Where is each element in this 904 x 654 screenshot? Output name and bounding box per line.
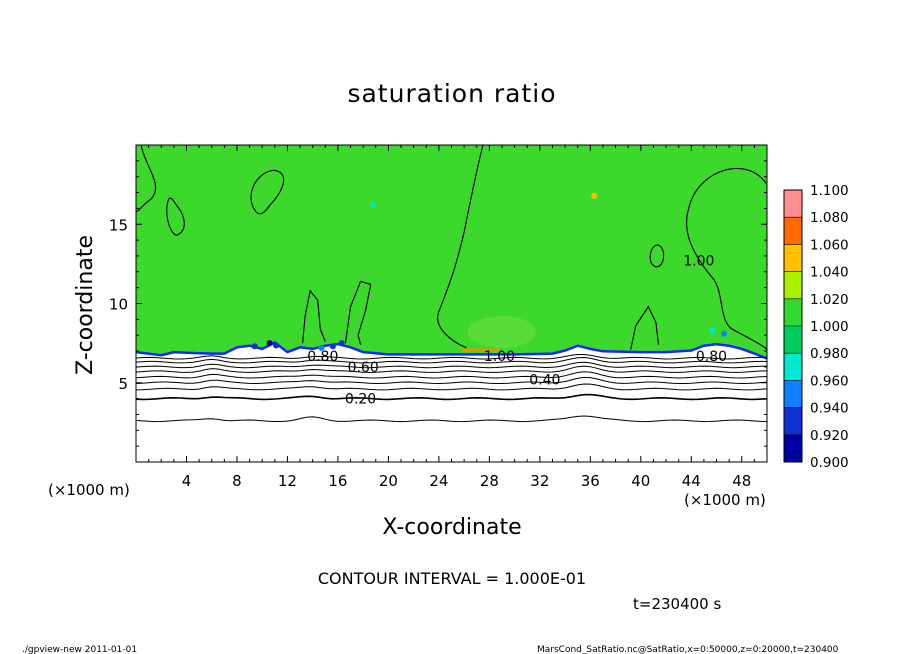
colorbar-label: 1.040: [810, 265, 849, 281]
contour-label: 0.60: [348, 360, 379, 376]
colorbar-segment: [784, 271, 802, 299]
colorbar-label: 1.020: [810, 292, 849, 308]
contour-label: 1.00: [484, 349, 515, 365]
footer-left: ./gpview-new 2011-01-01: [22, 645, 137, 654]
x-tick-label: 44: [682, 472, 701, 490]
x-tick-label: 12: [278, 472, 297, 490]
x-tick-label: 32: [530, 472, 549, 490]
value-spot: [251, 343, 258, 350]
colorbar-segment: [784, 326, 802, 354]
value-spot: [709, 327, 716, 334]
contour-line: [135, 356, 768, 364]
value-spot: [329, 343, 336, 350]
y-tick-label: 15: [109, 216, 128, 234]
contour-line: [135, 415, 768, 423]
x-tick-label: 28: [480, 472, 499, 490]
x-tick-label: 16: [328, 472, 347, 490]
contour-interval-text: CONTOUR INTERVAL = 1.000E-01: [318, 569, 586, 588]
contour-label: 0.20: [345, 392, 376, 408]
contour-line: [302, 289, 326, 344]
colorbar-label: 0.960: [810, 373, 849, 389]
x-tick-label: 24: [429, 472, 448, 490]
colorbar-segment: [784, 244, 802, 272]
colorbar-segment: [784, 298, 802, 326]
value-spot: [266, 340, 273, 347]
contour-line: [135, 371, 768, 379]
contour-line: [630, 305, 660, 350]
colorbar-segment: [784, 353, 802, 381]
y-tick-label: 5: [118, 375, 128, 393]
contour-label: 1.00: [683, 254, 714, 270]
colorbar-segment: [784, 434, 802, 462]
colorbar-segment: [784, 380, 802, 408]
supersaturated-strip: [461, 348, 500, 352]
colorbar-label: 0.940: [810, 401, 849, 417]
saturation-edge: [135, 341, 768, 360]
colorbar-segment: [784, 190, 802, 218]
x-unit-label: (×1000 m): [48, 481, 130, 499]
value-spot: [318, 344, 325, 351]
value-spot: [273, 342, 280, 349]
contour-line: [437, 144, 484, 349]
x-tick-label: 36: [581, 472, 600, 490]
contour-label: 0.80: [696, 349, 727, 365]
x-tick-label: 4: [182, 472, 192, 490]
colorbar-segment: [784, 217, 802, 245]
contour-line: [135, 383, 768, 391]
x-tick-label: 40: [631, 472, 650, 490]
contour-line: [344, 280, 372, 345]
value-spot: [591, 192, 598, 199]
value-spot: [721, 330, 728, 337]
x-unit-label-right: (×1000 m): [684, 491, 766, 509]
chart-title: saturation ratio: [347, 79, 556, 108]
colorbar-label: 1.100: [810, 183, 849, 199]
x-tick-label: 48: [732, 472, 751, 490]
contour-line: [166, 197, 185, 236]
colorbar: 1.100 1.080 1.060 1.040 1.020 1.000 0.980 0.960…: [783, 183, 849, 471]
contour-line: [135, 361, 768, 369]
contour-line: [135, 376, 768, 385]
contour-label: 0.80: [307, 349, 338, 365]
plot-area: 0.200.400.600.80 1.00 0.801.004 8 12 16 20 24 28…: [109, 144, 768, 490]
supersaturated-patch: [467, 316, 536, 349]
x-axis-label: X-coordinate: [382, 515, 521, 540]
contour-line: [250, 169, 285, 215]
x-tick-label: 8: [232, 472, 242, 490]
subsaturated-region: [136, 341, 767, 462]
footer-right: MarsCond_SatRatio.nc@SatRatio,x=0:50000,…: [537, 645, 839, 654]
colorbar-label: 1.000: [810, 319, 849, 335]
contour-line: [685, 168, 768, 350]
colorbar-label: 1.060: [810, 237, 849, 253]
time-label: t=230400 s: [633, 595, 721, 613]
x-tick-label: 20: [379, 472, 398, 490]
contour-line: [135, 354, 768, 360]
value-spot: [338, 340, 345, 347]
y-tick-label: 10: [109, 296, 128, 314]
colorbar-label: 0.920: [810, 428, 849, 444]
contour-line: [135, 144, 157, 213]
colorbar-segment: [784, 407, 802, 435]
colorbar-label: 1.080: [810, 210, 849, 226]
y-axis-label: Z-coordinate: [73, 235, 98, 375]
contour-line: [649, 244, 665, 268]
colorbar-label: 0.980: [810, 346, 849, 362]
value-spot: [370, 202, 377, 209]
contour-label: 0.40: [529, 373, 560, 389]
colorbar-label: 0.900: [810, 455, 849, 471]
contour-line: [135, 365, 768, 373]
contour-line: [135, 393, 768, 401]
